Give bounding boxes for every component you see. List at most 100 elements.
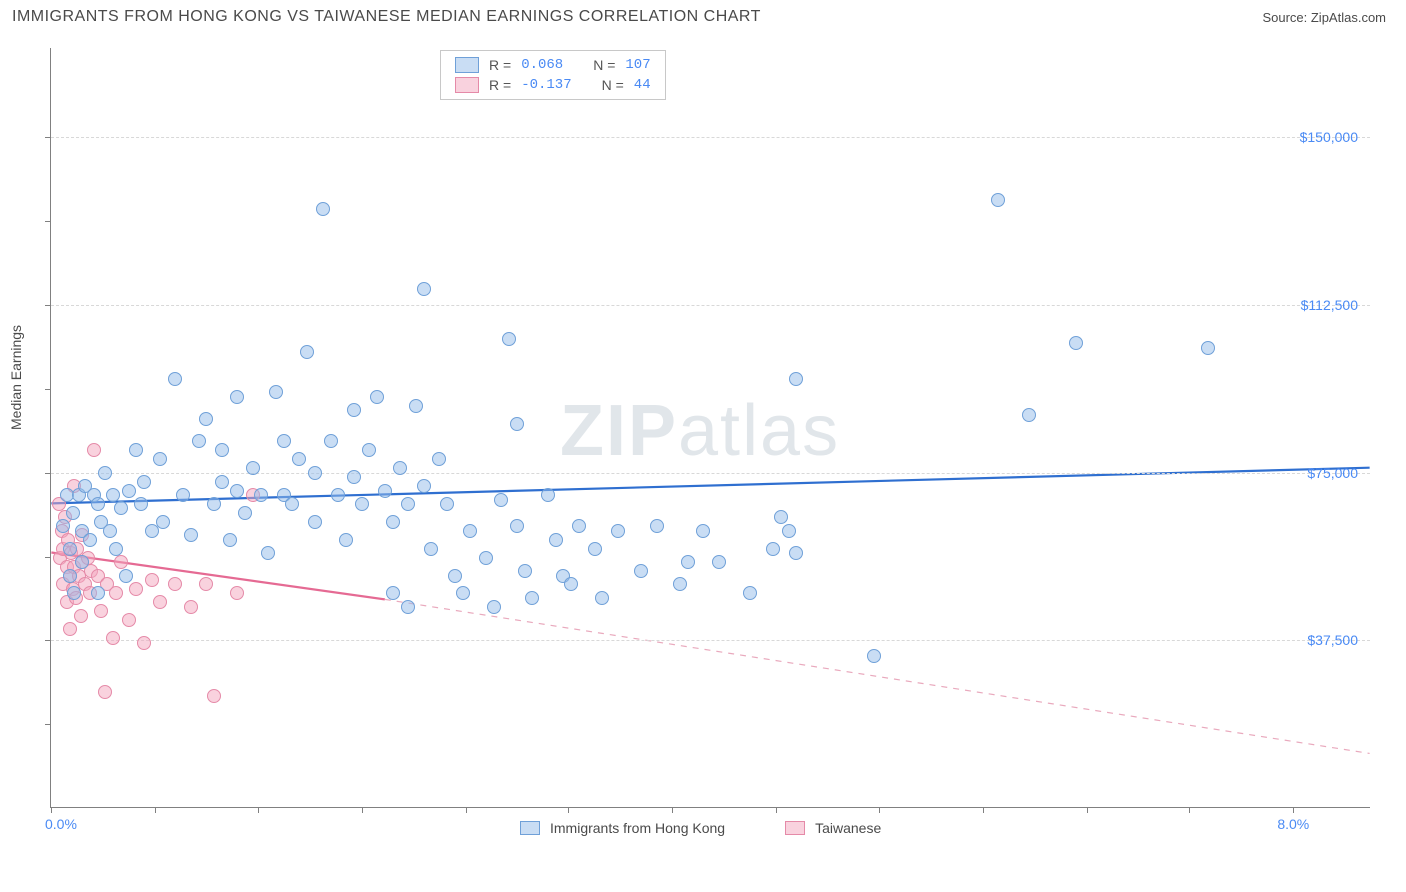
point-hk (308, 515, 322, 529)
trend-lines-layer (51, 48, 1370, 807)
point-hk (75, 555, 89, 569)
swatch-hk (455, 57, 479, 73)
point-hk (106, 488, 120, 502)
legend-row-tw: R = -0.137 N = 44 (441, 75, 665, 95)
chart-header: IMMIGRANTS FROM HONG KONG VS TAIWANESE M… (0, 0, 1406, 30)
point-hk (66, 506, 80, 520)
point-hk (510, 417, 524, 431)
point-hk (1022, 408, 1036, 422)
point-hk (1069, 336, 1083, 350)
point-hk (355, 497, 369, 511)
point-hk (137, 475, 151, 489)
point-hk (448, 569, 462, 583)
y-tick-label: $112,500 (1301, 297, 1358, 313)
point-hk (401, 497, 415, 511)
point-hk (119, 569, 133, 583)
point-hk (867, 649, 881, 663)
point-hk (549, 533, 563, 547)
point-hk (456, 586, 470, 600)
point-tw (230, 586, 244, 600)
point-hk (153, 452, 167, 466)
chart-title: IMMIGRANTS FROM HONG KONG VS TAIWANESE M… (12, 8, 761, 26)
point-hk (789, 372, 803, 386)
x-axis-start: 0.0% (45, 816, 77, 832)
point-hk (109, 542, 123, 556)
correlation-legend: R = 0.068 N = 107 R = -0.137 N = 44 (440, 50, 666, 100)
swatch-tw-bottom (785, 821, 805, 835)
n-value-hk: 107 (625, 57, 650, 73)
point-hk (518, 564, 532, 578)
point-hk (525, 591, 539, 605)
point-tw (137, 636, 151, 650)
point-hk (347, 403, 361, 417)
gridline-h (51, 137, 1370, 138)
point-tw (109, 586, 123, 600)
scatter-chart: $37,500$75,000$112,500$150,000 (50, 48, 1370, 808)
point-tw (129, 582, 143, 596)
point-tw (153, 595, 167, 609)
swatch-hk-bottom (520, 821, 540, 835)
point-hk (401, 600, 415, 614)
point-tw (87, 443, 101, 457)
point-hk (463, 524, 477, 538)
y-tick-label: $37,500 (1307, 632, 1358, 648)
y-tick-label: $75,000 (1307, 465, 1358, 481)
point-hk (63, 569, 77, 583)
point-hk (331, 488, 345, 502)
point-hk (743, 586, 757, 600)
point-hk (696, 524, 710, 538)
point-hk (254, 488, 268, 502)
point-hk (510, 519, 524, 533)
point-hk (1201, 341, 1215, 355)
point-hk (440, 497, 454, 511)
point-hk (168, 372, 182, 386)
point-hk (230, 484, 244, 498)
legend-row-hk: R = 0.068 N = 107 (441, 55, 665, 75)
point-hk (91, 497, 105, 511)
point-hk (782, 524, 796, 538)
point-hk (588, 542, 602, 556)
point-hk (991, 193, 1005, 207)
r-value-hk: 0.068 (521, 57, 563, 73)
point-hk (370, 390, 384, 404)
y-axis-label: Median Earnings (8, 325, 24, 430)
point-hk (238, 506, 252, 520)
label-tw: Taiwanese (815, 820, 881, 836)
point-hk (611, 524, 625, 538)
point-hk (487, 600, 501, 614)
point-hk (409, 399, 423, 413)
point-hk (386, 515, 400, 529)
point-hk (56, 519, 70, 533)
swatch-tw (455, 77, 479, 93)
point-hk (417, 282, 431, 296)
point-hk (230, 390, 244, 404)
point-hk (417, 479, 431, 493)
point-hk (98, 466, 112, 480)
point-tw (207, 689, 221, 703)
point-hk (424, 542, 438, 556)
point-hk (650, 519, 664, 533)
point-hk (134, 497, 148, 511)
point-tw (168, 577, 182, 591)
point-hk (316, 202, 330, 216)
point-hk (91, 586, 105, 600)
point-hk (215, 475, 229, 489)
point-hk (184, 528, 198, 542)
point-hk (393, 461, 407, 475)
source-attribution: Source: ZipAtlas.com (1262, 10, 1386, 25)
gridline-h (51, 640, 1370, 641)
point-hk (362, 443, 376, 457)
point-hk (63, 542, 77, 556)
point-hk (269, 385, 283, 399)
point-hk (634, 564, 648, 578)
point-hk (432, 452, 446, 466)
point-hk (541, 488, 555, 502)
point-hk (479, 551, 493, 565)
point-tw (106, 631, 120, 645)
point-tw (114, 555, 128, 569)
point-hk (215, 443, 229, 457)
series-legend: Immigrants from Hong Kong Taiwanese (520, 820, 881, 836)
point-hk (502, 332, 516, 346)
point-hk (207, 497, 221, 511)
point-hk (103, 524, 117, 538)
